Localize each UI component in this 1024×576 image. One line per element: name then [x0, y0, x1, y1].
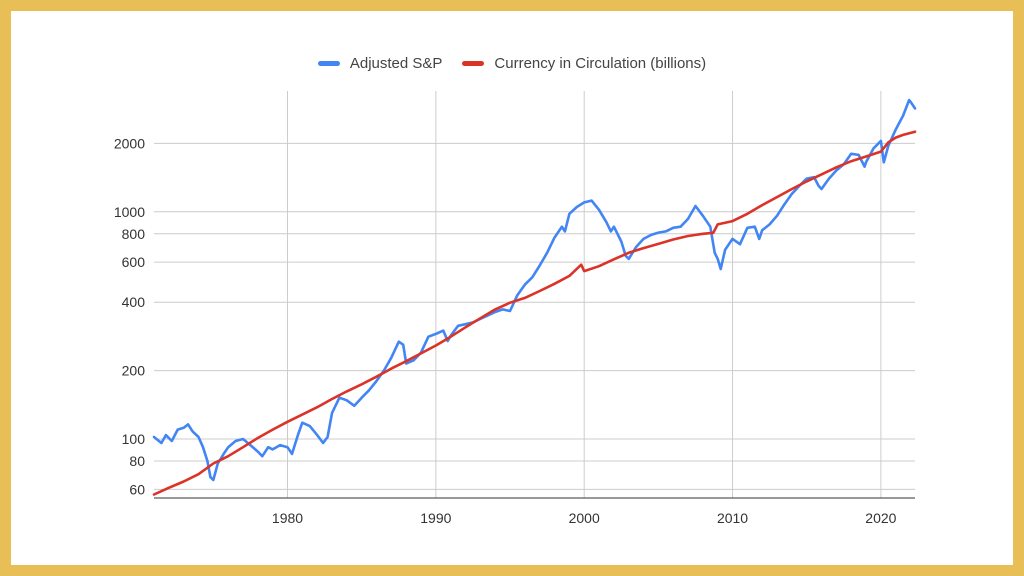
x-tick-label: 2020: [865, 510, 896, 526]
x-tick-label: 2000: [569, 510, 600, 526]
line-chart: 60 80 100 200 400 600 800 1000 2000 1980 1990 2000 2…: [114, 91, 917, 526]
y-tick-label: 60: [129, 481, 145, 497]
legend-swatch-currency: [462, 61, 485, 66]
y-tick-label: 800: [122, 226, 146, 242]
x-tick-label: 2010: [717, 510, 748, 526]
y-tick-label: 100: [122, 431, 146, 447]
y-tick-label: 600: [122, 254, 146, 270]
legend-label-currency: Currency in Circulation (billions): [494, 55, 707, 72]
x-tick-label: 1980: [272, 510, 303, 526]
y-tick-label: 400: [122, 294, 146, 310]
series-line-adjusted-sp: [152, 98, 917, 482]
legend-item-sp: Adjusted S&P: [317, 55, 443, 72]
legend-label-sp: Adjusted S&P: [349, 55, 443, 72]
series-line-currency: [152, 130, 917, 496]
legend-swatch-sp: [317, 61, 340, 66]
y-tick-label: 1000: [114, 204, 145, 220]
chart-frame: Adjusted S&P Currency in Circulation (bi…: [11, 11, 1013, 565]
chart-legend: Adjusted S&P Currency in Circulation (bi…: [11, 55, 1013, 72]
y-tick-label: 200: [122, 363, 146, 379]
y-tick-label: 80: [129, 453, 145, 469]
x-tick-label: 1990: [420, 510, 451, 526]
y-tick-label: 2000: [114, 135, 145, 151]
legend-item-currency: Currency in Circulation (billions): [462, 55, 706, 72]
